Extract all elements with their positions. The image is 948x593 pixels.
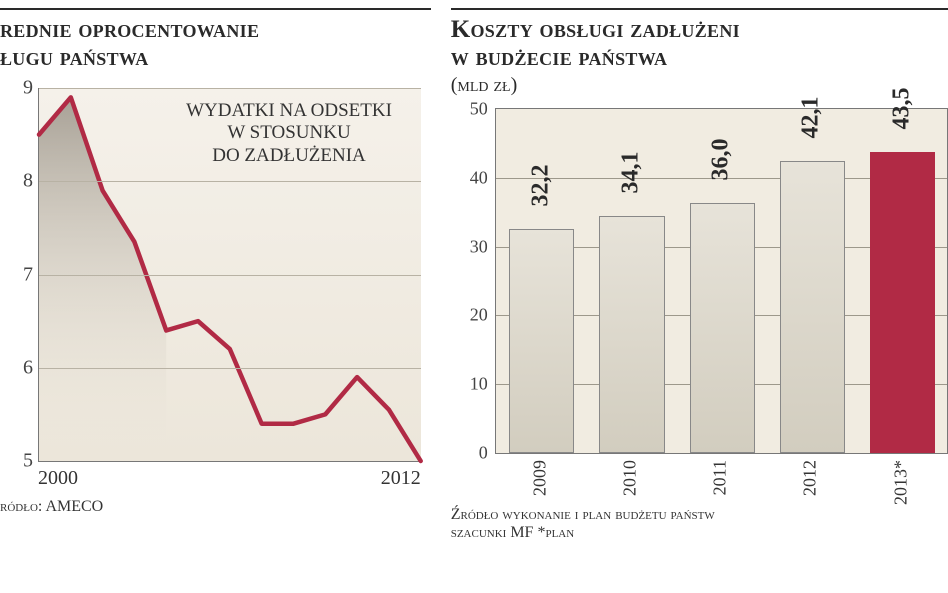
right-source-l1: Źródło wykonanie i plan budżetu państw xyxy=(451,506,715,523)
line-chart: WYDATKI NA ODSETKI W STOSUNKU DO ZADŁUŻE… xyxy=(0,88,431,498)
y-tick-label: 6 xyxy=(23,356,39,379)
left-title-line1: rednie oprocentowanie xyxy=(0,16,259,43)
bar-value-label: 36,0 xyxy=(708,139,735,181)
bar-x-label: 2010 xyxy=(620,460,641,496)
bar-y-tick-label: 50 xyxy=(470,99,496,120)
bar-y-tick-label: 10 xyxy=(470,374,496,395)
y-tick-label: 5 xyxy=(23,450,39,473)
annot-l1: WYDATKI NA ODSETKI xyxy=(186,100,392,121)
line-annotation: WYDATKI NA ODSETKI W STOSUNKU DO ZADŁUŻE… xyxy=(159,100,419,167)
y-gridline xyxy=(39,88,421,89)
bar-value-label: 34,1 xyxy=(618,152,645,194)
bar-value-label: 43,5 xyxy=(888,87,915,129)
right-title-line1: Koszty obsługi zadłużeni xyxy=(451,16,740,43)
left-title: rednie oprocentowanie ługu państwa xyxy=(0,8,431,72)
y-tick-label: 7 xyxy=(23,263,39,286)
bar-x-label: 2009 xyxy=(529,460,550,496)
bar xyxy=(690,203,755,453)
bar-y-tick-label: 0 xyxy=(479,443,496,464)
left-title-line2: ługu państwa xyxy=(0,44,149,71)
left-panel: rednie oprocentowanie ługu państwa WYDAT… xyxy=(0,0,439,593)
page: rednie oprocentowanie ługu państwa WYDAT… xyxy=(0,0,948,593)
y-tick-label: 9 xyxy=(23,77,39,100)
bar-y-tick-label: 40 xyxy=(470,167,496,188)
left-source: ródło: AMECO xyxy=(0,498,431,516)
line-plot-area: WYDATKI NA ODSETKI W STOSUNKU DO ZADŁUŻE… xyxy=(38,88,421,462)
bar-value-label: 42,1 xyxy=(798,97,825,139)
x-axis-start: 2000 xyxy=(38,467,78,490)
bar-plot-area: 0102030405032,234,136,042,143,5 xyxy=(495,108,948,454)
bar-x-label: 2013* xyxy=(890,460,911,505)
bar-chart: 0102030405032,234,136,042,143,5 20092010… xyxy=(451,108,948,506)
y-gridline xyxy=(39,181,421,182)
bar xyxy=(509,229,574,453)
right-subtitle: (mld zł) xyxy=(451,72,948,96)
right-panel: Koszty obsługi zadłużeni w budżecie pańs… xyxy=(439,0,948,593)
y-gridline xyxy=(39,368,421,369)
bar xyxy=(599,216,664,453)
right-title: Koszty obsługi zadłużeni w budżecie pańs… xyxy=(451,8,948,72)
bar-x-label: 2012 xyxy=(800,460,821,496)
bar-x-label: 2011 xyxy=(710,460,731,495)
right-source-l2: szacunki MF *plan xyxy=(451,524,574,541)
bar-value-label: 32,2 xyxy=(527,165,554,207)
right-title-line2: w budżecie państwa xyxy=(451,44,668,71)
right-source: Źródło wykonanie i plan budżetu państw s… xyxy=(451,506,948,543)
annot-l2: W STOSUNKU xyxy=(227,122,350,143)
y-tick-label: 8 xyxy=(23,170,39,193)
bar xyxy=(870,152,935,453)
bar-y-tick-label: 20 xyxy=(470,305,496,326)
y-gridline xyxy=(39,275,421,276)
x-axis-end: 2012 xyxy=(381,467,421,490)
bar xyxy=(780,161,845,453)
annot-l3: DO ZADŁUŻENIA xyxy=(212,145,366,166)
bar-y-tick-label: 30 xyxy=(470,236,496,257)
